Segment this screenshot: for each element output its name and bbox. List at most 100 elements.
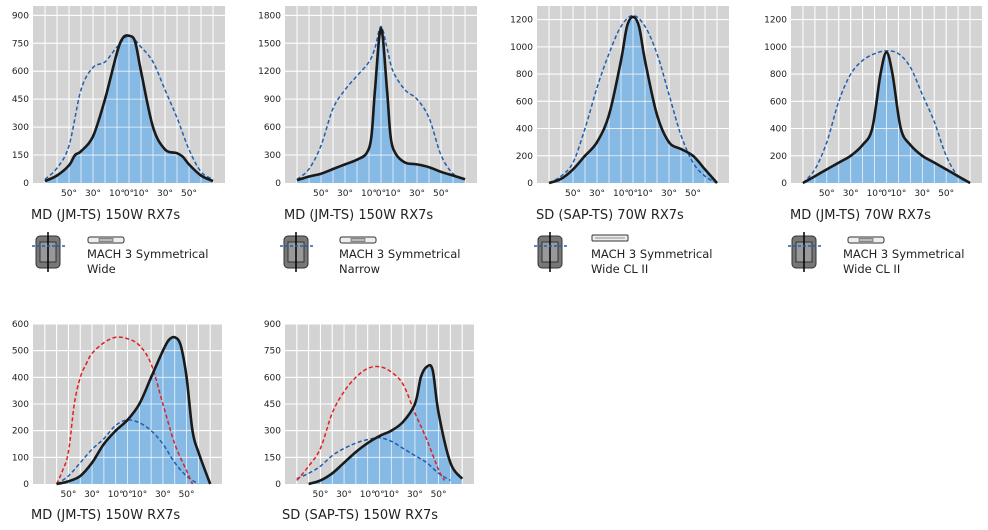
chart-panel-4: 0 200 400 600 800 1000 1200 50° 30° 10° 0° 10° 30° 50… — [756, 0, 988, 280]
y-tick-label: 1200 — [510, 16, 533, 26]
y-tick-label: 400 — [770, 125, 787, 135]
y-tick-label: 1200 — [764, 16, 787, 26]
x-tick-label: 50° — [433, 189, 449, 199]
x-tick-label: 0° — [124, 189, 134, 199]
x-tick-label: 10° — [637, 189, 653, 199]
y-tick-label: 0 — [23, 179, 29, 189]
series-line-solid — [296, 27, 466, 182]
x-tick-label: 10° — [109, 189, 125, 199]
y-tick-label: 750 — [12, 39, 29, 49]
x-tick-label: 30° — [337, 189, 353, 199]
x-tick-label: 10° — [890, 189, 906, 199]
x-tick-label: 0° — [628, 189, 638, 199]
x-tick-label: 50° — [431, 490, 447, 500]
series-line-solid — [56, 335, 212, 486]
description-line: Wide — [87, 262, 116, 276]
y-tick-label: 1800 — [258, 11, 281, 21]
y-tick-label: 200 — [12, 427, 29, 437]
chart-panel-1: 0 150 300 450 600 750 900 50° 30° 10° 0° 10° 30° 50° … — [0, 0, 240, 280]
y-tick-label: 800 — [770, 70, 787, 80]
series-line-dashed — [56, 419, 199, 485]
x-tick-label: 50° — [313, 189, 329, 199]
chart-4-svg: 0 200 400 600 800 1000 1200 50° 30° 10°0°10° 30° 50… — [764, 6, 982, 199]
y-tick-label: 600 — [770, 97, 787, 107]
chart-panel-6: 0 150 300 450 600 750 900 50° 30° 10° 0° 10° 30° 50° … — [252, 318, 492, 530]
y-tick-label: 1200 — [258, 67, 281, 77]
chart-2-svg: 0 300 600 900 1200 1500 1800 50° 30° 10°0°10° 30° 5… — [258, 6, 477, 199]
chart-3-description: MACH 3 Symmetrical Wide CL II — [591, 247, 712, 277]
series-line-dashed — [44, 35, 214, 180]
y-tick-label: 900 — [264, 320, 281, 330]
y-tick-label: 300 — [264, 427, 281, 437]
x-tick-label: 10° — [383, 490, 399, 500]
series-line-dashed — [296, 25, 466, 180]
description-line: Wide CL II — [843, 262, 901, 276]
y-tick-label: 900 — [264, 95, 281, 105]
chart-1-title: MD (JM-TS) 150W RX7s — [31, 208, 181, 223]
x-tick-label: 50° — [60, 490, 76, 500]
series-line-solid — [44, 34, 214, 183]
y-tick-label: 900 — [12, 11, 29, 21]
y-tick-label: 500 — [12, 347, 29, 357]
y-tick-label: 200 — [770, 152, 787, 162]
description-line: MACH 3 Symmetrical — [87, 247, 209, 261]
chart-3-svg: 0 200 400 600 800 1000 1200 50° 30° 10°0°10° 30° 50… — [510, 6, 729, 199]
x-tick-label: 10° — [133, 189, 149, 199]
x-tick-label: 10° — [360, 490, 376, 500]
x-tick-label: 30° — [407, 490, 423, 500]
y-tick-label: 1000 — [510, 43, 533, 53]
y-tick-label: 300 — [12, 400, 29, 410]
y-tick-label: 600 — [12, 320, 29, 330]
y-tick-label: 600 — [264, 373, 281, 383]
y-tick-label: 300 — [12, 123, 29, 133]
x-tick-label: 30° — [155, 490, 171, 500]
chart-6-title: SD (SAP-TS) 150W RX7s — [282, 508, 439, 523]
x-tick-label: 30° — [84, 490, 100, 500]
x-tick-label: 30° — [661, 189, 677, 199]
series-line-dashed — [548, 14, 718, 184]
y-tick-label: 400 — [12, 373, 29, 383]
description-line: MACH 3 Symmetrical — [843, 247, 965, 261]
chart-4-title: MD (JM-TS) 70W RX7s — [790, 208, 931, 223]
x-tick-label: 30° — [336, 490, 352, 500]
chart-panel-3: 0 200 400 600 800 1000 1200 50° 30° 10° 0° 10° 30° 50… — [504, 0, 744, 280]
description-line: Narrow — [339, 262, 381, 276]
description-line: MACH 3 Symmetrical — [591, 247, 713, 261]
x-tick-label: 10° — [361, 189, 377, 199]
chart-1-description: MACH 3 Symmetrical Wide — [87, 247, 208, 277]
x-tick-label: 50° — [61, 189, 77, 199]
x-tick-label: 10° — [613, 189, 629, 199]
x-tick-label: 10° — [108, 490, 124, 500]
chart-5-svg: 0 100 200 300 400 500 600 50° 30° 10°0°10° 30° 50° — [12, 320, 222, 500]
y-tick-label: 800 — [516, 70, 533, 80]
y-tick-label: 1500 — [258, 39, 281, 49]
y-tick-label: 750 — [264, 347, 281, 357]
x-tick-label: 0° — [376, 189, 386, 199]
series-line-dashed — [55, 336, 194, 485]
y-tick-label: 1000 — [764, 43, 787, 53]
y-tick-label: 450 — [264, 400, 281, 410]
x-tick-label: 0° — [881, 189, 891, 199]
x-tick-label: 50° — [685, 189, 701, 199]
x-tick-label: 50° — [312, 490, 328, 500]
x-tick-label: 50° — [179, 490, 195, 500]
chart-panel-5: 0 100 200 300 400 500 600 50° 30° 10° 0° 10° 30° 50° … — [0, 318, 240, 530]
y-tick-label: 0 — [275, 480, 281, 490]
chart-2-title: MD (JM-TS) 150W RX7s — [284, 208, 434, 223]
chart-5-title: MD (JM-TS) 150W RX7s — [31, 508, 181, 523]
y-tick-label: 200 — [516, 152, 533, 162]
x-tick-label: 10° — [385, 189, 401, 199]
y-tick-label: 600 — [12, 67, 29, 77]
x-tick-label: 30° — [589, 189, 605, 199]
chart-2-description: MACH 3 Symmetrical Narrow — [339, 247, 460, 277]
x-tick-label: 50° — [181, 189, 197, 199]
x-tick-label: 10° — [867, 189, 883, 199]
description-line: Wide CL II — [591, 262, 649, 276]
y-tick-label: 600 — [516, 97, 533, 107]
y-tick-label: 450 — [12, 95, 29, 105]
x-tick-label: 50° — [938, 189, 954, 199]
x-tick-label: 0° — [374, 490, 384, 500]
series-line-dashed — [802, 50, 971, 184]
chart-3-title: SD (SAP-TS) 70W RX7s — [536, 208, 684, 223]
x-tick-label: 0° — [122, 490, 132, 500]
